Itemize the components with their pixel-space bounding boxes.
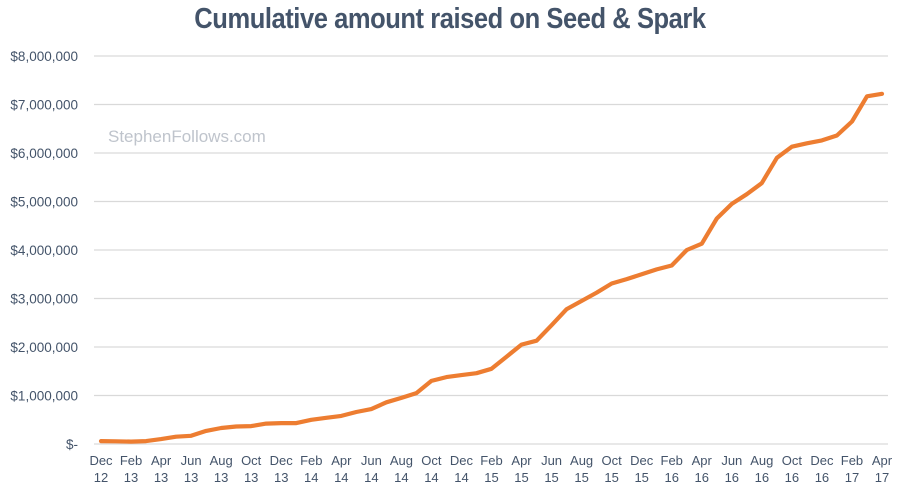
x-tick-label: Dec 15 (630, 453, 654, 485)
y-tick-label: $1,000,000 (10, 389, 78, 404)
y-tick-label: $2,000,000 (10, 340, 78, 355)
series-layer (98, 91, 885, 444)
series-line (98, 91, 885, 444)
y-tick-label: $3,000,000 (10, 292, 78, 307)
y-tick-label: $6,000,000 (10, 146, 78, 161)
x-tick-label: Jun 15 (541, 453, 562, 485)
x-tick-label: Dec 16 (810, 453, 834, 485)
x-tick-label: Apr 14 (331, 453, 352, 485)
x-tick-label: Oct 13 (241, 453, 262, 485)
x-tick-label: Aug 15 (570, 453, 593, 485)
x-tick-label: Dec 14 (450, 453, 474, 485)
x-tick-label: Jun 16 (721, 453, 742, 485)
y-tick-label: $8,000,000 (10, 49, 78, 64)
x-tick-label: Jun 13 (181, 453, 202, 485)
y-axis-ticks: $- $1,000,000 $2,000,000 $3,000,000 $4,000,0… (10, 49, 78, 452)
x-tick-label: Apr 13 (151, 453, 172, 485)
watermark-text: StephenFollows.com (108, 127, 266, 146)
x-tick-label: Dec 12 (89, 453, 113, 485)
x-tick-label: Dec 13 (270, 453, 294, 485)
y-tick-label: $5,000,000 (10, 195, 78, 210)
x-tick-label: Feb 15 (480, 453, 502, 485)
x-tick-label: Oct 14 (421, 453, 442, 485)
chart-title: Cumulative amount raised on Seed & Spark (194, 3, 706, 35)
gridlines (94, 55, 888, 445)
x-tick-label: Feb 17 (841, 453, 863, 485)
x-tick-label: Feb 13 (120, 453, 142, 485)
x-tick-label: Aug 14 (390, 453, 413, 485)
x-tick-label: Feb 16 (661, 453, 683, 485)
y-tick-label: $4,000,000 (10, 243, 78, 258)
y-tick-label: $7,000,000 (10, 98, 78, 113)
y-tick-label: $- (66, 437, 78, 452)
x-tick-label: Jun 14 (361, 453, 382, 485)
x-tick-label: Oct 16 (782, 453, 803, 485)
x-axis-ticks: Dec 12 Feb 13 Apr 13 Jun 13 Aug 13 Oct 13 Dec 13 Feb 14… (89, 453, 892, 485)
x-tick-label: Apr 17 (872, 453, 893, 485)
x-tick-label: Aug 13 (210, 453, 233, 485)
x-tick-label: Aug 16 (750, 453, 773, 485)
x-tick-label: Oct 15 (602, 453, 623, 485)
x-tick-label: Feb 14 (300, 453, 322, 485)
x-tick-label: Apr 16 (692, 453, 713, 485)
x-tick-label: Apr 15 (511, 453, 532, 485)
